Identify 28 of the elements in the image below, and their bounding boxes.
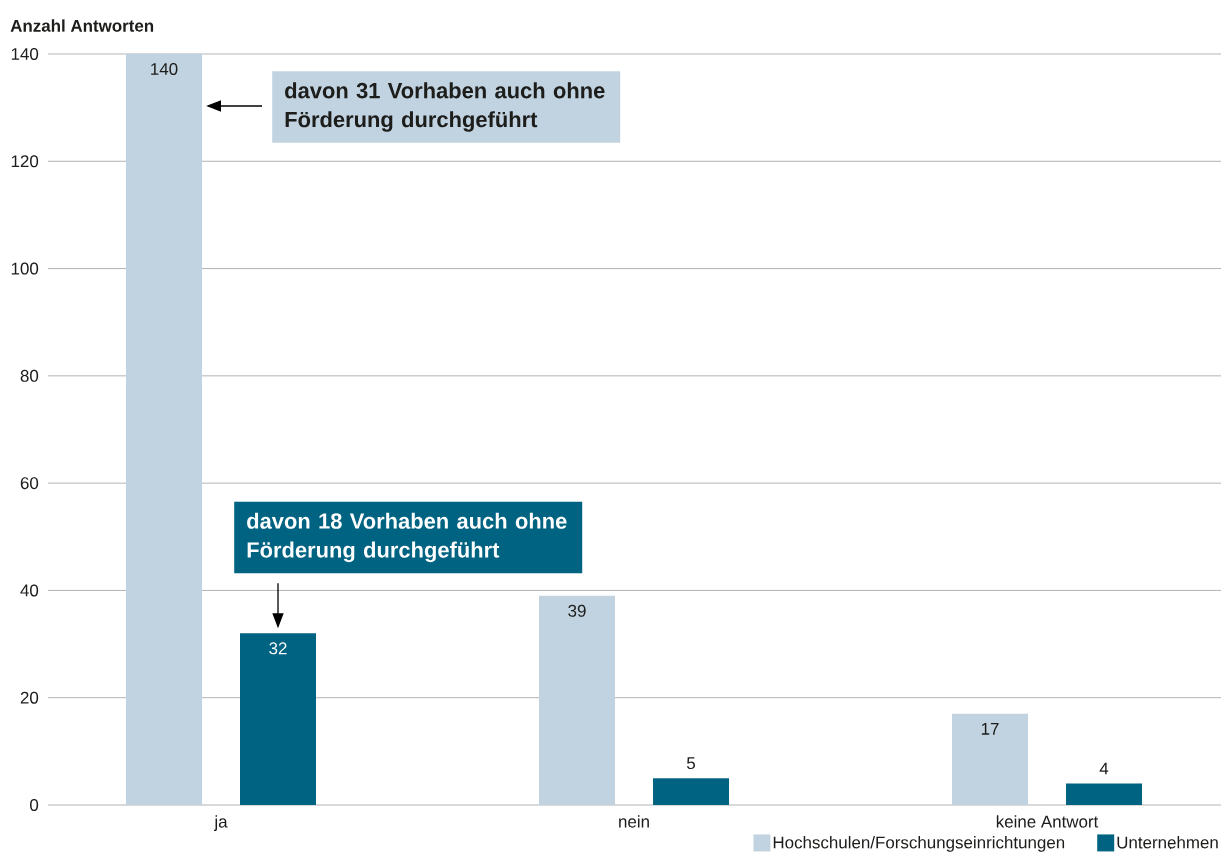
bar	[126, 53, 202, 805]
y-tick-label: 120	[11, 155, 39, 168]
legend-label: Unternehmen	[1117, 836, 1218, 849]
y-tick-label: 60	[20, 477, 39, 490]
data-label: 17	[981, 722, 999, 735]
data-label: 4	[1099, 762, 1109, 775]
y-tick-label: 0	[30, 799, 39, 811]
y-tick-label: 140	[11, 47, 39, 60]
y-tick-label: 40	[20, 584, 39, 597]
y-tick-label: 80	[20, 369, 39, 382]
data-label: 5	[686, 757, 695, 770]
y-tick-label: 100	[11, 262, 39, 275]
bar	[240, 633, 316, 805]
annotation: davon 18 Vorhaben auch ohne Förderung durchgeführt	[247, 512, 567, 563]
bar	[539, 595, 616, 805]
data-label: 140	[151, 62, 178, 75]
bar	[952, 713, 1029, 805]
legend-label: Hochschulen/Forschungseinrichtungen	[773, 836, 1065, 852]
data-label: 39	[568, 604, 586, 617]
x-tick-label: nein	[619, 815, 649, 828]
bar	[1066, 783, 1143, 805]
y-tick-label: 20	[20, 691, 39, 704]
annotation: davon 31 Vorhaben auch ohne Förderung durchgeführt	[285, 82, 605, 132]
x-tick-label: ja	[214, 815, 228, 831]
y-axis-title: Anzahl Antworten	[10, 19, 154, 32]
bar	[653, 778, 730, 805]
x-tick-label: keine Antwort	[996, 815, 1099, 828]
data-label: 32	[269, 642, 287, 655]
